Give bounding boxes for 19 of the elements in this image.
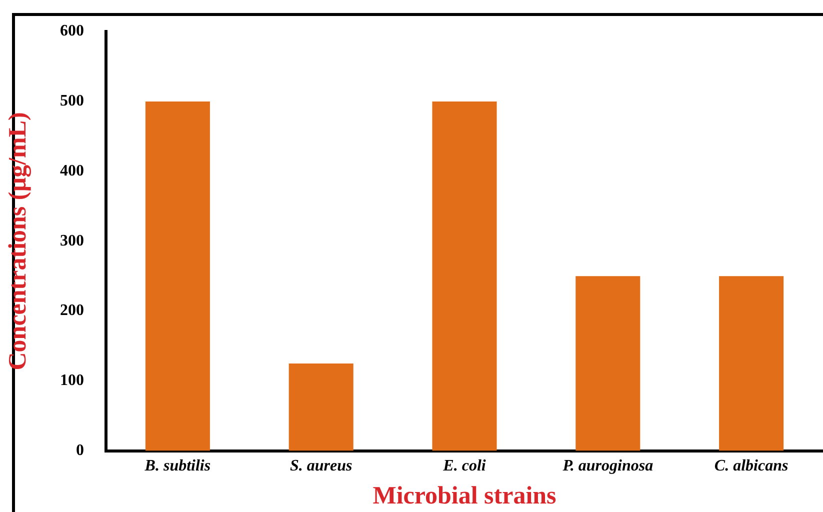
- y-tick-label: 100: [60, 372, 84, 390]
- y-tick-label: 600: [60, 22, 84, 40]
- y-axis-title: Concentrations (µg/mL): [4, 112, 32, 370]
- bar: [432, 101, 497, 451]
- y-tick-label: 400: [60, 162, 84, 180]
- x-tick-label: E. coli: [442, 458, 486, 475]
- bar: [719, 276, 784, 451]
- bar: [288, 363, 354, 451]
- bar: [145, 101, 210, 451]
- x-tick-label: B. subtilis: [144, 458, 211, 475]
- bar: [576, 276, 640, 451]
- x-axis-title: Microbial strains: [372, 482, 557, 510]
- x-tick-label: S. aureus: [290, 458, 352, 475]
- y-tick-label: 500: [60, 92, 84, 110]
- y-tick-label: 300: [60, 232, 84, 250]
- x-tick-label: C. albicans: [714, 458, 788, 475]
- y-tick-label: 200: [60, 302, 84, 320]
- x-tick-label: P. auroginosa: [562, 458, 654, 475]
- y-tick-label: 0: [76, 442, 84, 459]
